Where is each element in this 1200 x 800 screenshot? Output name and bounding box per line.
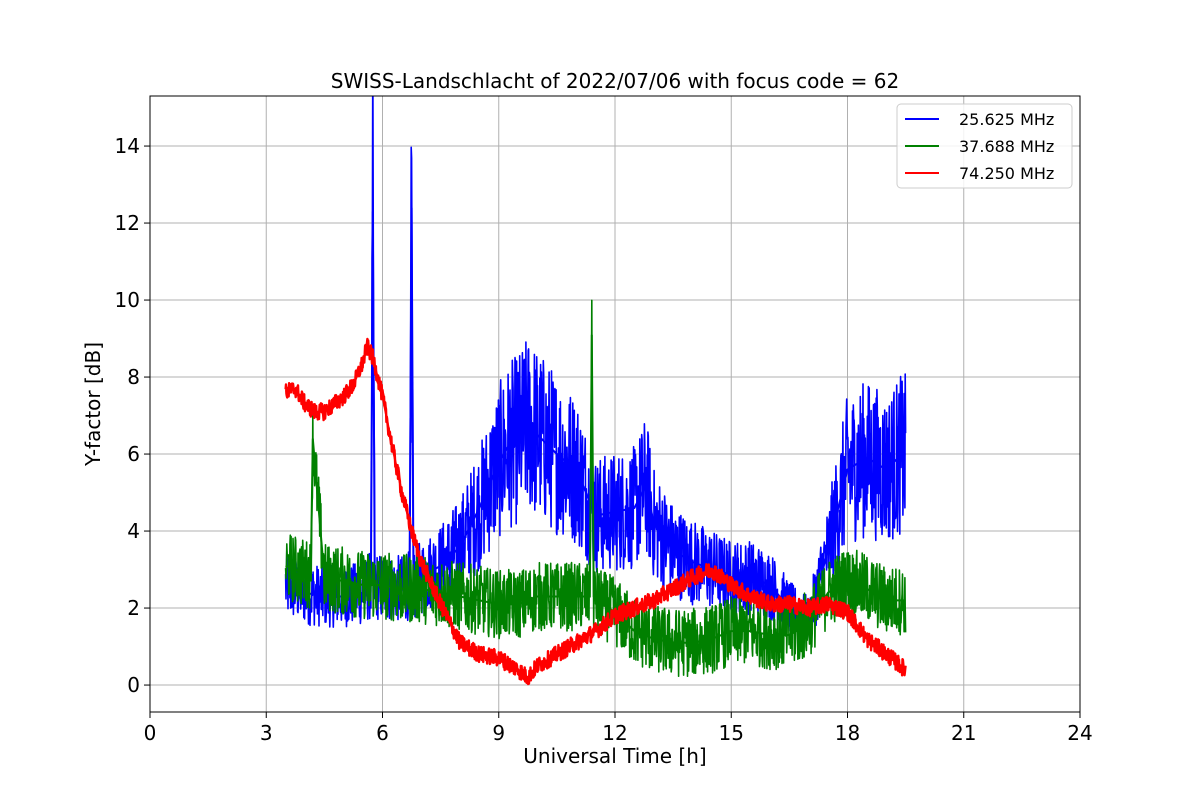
y-tick-label: 2 — [127, 596, 140, 620]
x-tick-label: 18 — [835, 721, 860, 745]
series-trend-1 — [285, 334, 906, 644]
chart-title: SWISS-Landschlacht of 2022/07/06 with fo… — [331, 69, 899, 93]
x-axis-label: Universal Time [h] — [523, 744, 706, 768]
legend-label: 25.625 MHz — [959, 110, 1054, 129]
series-trend-2 — [285, 343, 907, 679]
legend-label: 37.688 MHz — [959, 137, 1054, 156]
x-tick-label: 9 — [492, 721, 505, 745]
y-tick-label: 8 — [127, 365, 140, 389]
x-tick-label: 15 — [719, 721, 744, 745]
series-area — [284, 96, 907, 686]
x-tick-label: 12 — [602, 721, 627, 745]
y-axis-label: Y-factor [dB] — [81, 342, 105, 467]
y-axis: 0 2 4 6 8 10 12 14 — [115, 134, 150, 697]
x-tick-label: 21 — [951, 721, 976, 745]
x-axis: 0 3 6 9 12 15 18 21 24 — [144, 712, 1093, 745]
legend-label: 74.250 MHz — [959, 164, 1054, 183]
y-tick-label: 14 — [115, 134, 140, 158]
y-tick-label: 6 — [127, 442, 140, 466]
legend-box — [896, 103, 1073, 189]
y-tick-label: 12 — [115, 211, 140, 235]
y-tick-label: 4 — [127, 519, 140, 543]
series-line-1 — [284, 299, 907, 677]
x-tick-label: 3 — [260, 721, 273, 745]
y-tick-label: 0 — [127, 673, 140, 697]
x-tick-label: 24 — [1067, 721, 1092, 745]
x-tick-label: 0 — [144, 721, 157, 745]
x-tick-label: 6 — [376, 721, 389, 745]
legend: 25.625 MHz 37.688 MHz 74.250 MHz — [896, 103, 1073, 189]
y-tick-label: 10 — [115, 288, 140, 312]
